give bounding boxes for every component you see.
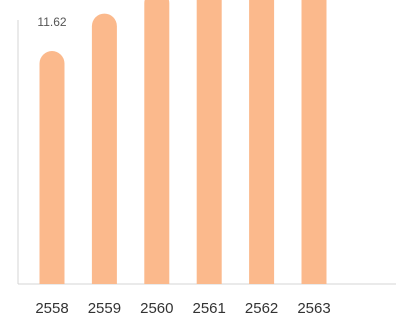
value-label-2558: 11.62 bbox=[37, 15, 66, 29]
x-tick-label-2562: 2562 bbox=[245, 300, 278, 317]
x-tick-labels-group: 2558 2559 2560 2561 2562 2563 bbox=[35, 300, 330, 317]
bar-2561 bbox=[196, 0, 222, 284]
bar-2563 bbox=[301, 0, 327, 284]
bar-2559 bbox=[91, 13, 117, 284]
x-tick-label-2558: 2558 bbox=[35, 300, 68, 317]
bar-2560 bbox=[144, 0, 170, 284]
x-tick-label-2560: 2560 bbox=[140, 300, 173, 317]
bars-group bbox=[39, 0, 327, 284]
x-tick-label-2561: 2561 bbox=[193, 300, 226, 317]
bar-2558 bbox=[39, 51, 65, 284]
x-tick-label-2559: 2559 bbox=[88, 300, 121, 317]
value-labels-group: 11.6211.8011.9112.0512.1712.3 bbox=[37, 15, 66, 29]
bar-2562 bbox=[249, 0, 275, 284]
x-tick-label-2563: 2563 bbox=[297, 300, 330, 317]
